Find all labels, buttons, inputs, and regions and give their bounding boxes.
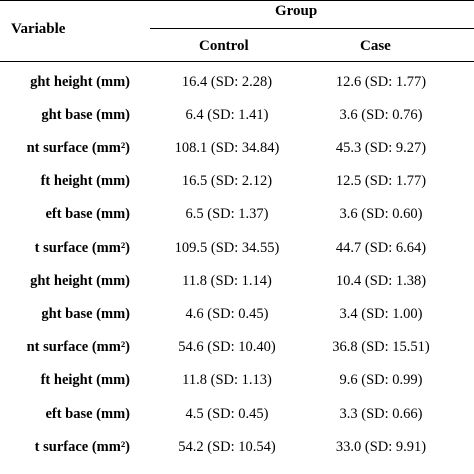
table-row: nt surface (mm²) 54.6 (SD: 10.40) 36.8 (SD… (0, 331, 474, 364)
table-row: ft height (mm) 11.8 (SD: 1.13) 9.6 (SD: 0.… (0, 364, 474, 397)
header-group: Group (275, 3, 318, 19)
row-variable-label: ght base (mm) (41, 106, 130, 123)
row-variable-label: ft height (mm) (40, 172, 130, 189)
table-row: ght height (mm) 16.4 (SD: 2.28) 12.6 (SD: … (0, 65, 474, 98)
row-case-value: 10.4 (SD: 1.38) (335, 272, 427, 289)
row-variable-label: ft height (mm) (40, 372, 130, 389)
header-bottom-rule (0, 61, 474, 62)
table-row: eft base (mm) 6.5 (SD: 1.37) 3.6 (SD: 0.60… (0, 198, 474, 231)
header-variable: Variable (11, 21, 66, 37)
row-variable-label: t surface (mm²) (34, 239, 130, 256)
table-row: eft base (mm) 4.5 (SD: 0.45) 3.3 (SD: 0.66… (0, 397, 474, 430)
table-row: t surface (mm²) 54.2 (SD: 10.54) 33.0 (SD:… (0, 430, 474, 463)
table-row: ght height (mm) 11.8 (SD: 1.14) 10.4 (SD: … (0, 264, 474, 297)
row-control-value: 11.8 (SD: 1.14) (182, 272, 272, 289)
row-control-value: 6.4 (SD: 1.41) (185, 106, 269, 123)
row-control-value: 4.5 (SD: 0.45) (185, 405, 269, 422)
row-control-value: 16.4 (SD: 2.28) (181, 73, 273, 90)
row-case-value: 36.8 (SD: 15.51) (332, 338, 430, 355)
table-top-rule (0, 0, 474, 1)
row-variable-label: ght height (mm) (30, 73, 130, 90)
table-row: ght base (mm) 6.4 (SD: 1.41) 3.6 (SD: 0.76… (0, 98, 474, 131)
table-row: nt surface (mm²) 108.1 (SD: 34.84) 45.3 (S… (0, 131, 474, 164)
row-variable-label: nt surface (mm²) (26, 338, 130, 355)
row-case-value: 12.6 (SD: 1.77) (335, 73, 427, 90)
row-control-value: 11.8 (SD: 1.13) (182, 372, 272, 389)
table-row: ght base (mm) 4.6 (SD: 0.45) 3.4 (SD: 1.00… (0, 297, 474, 330)
table-row: ft height (mm) 16.5 (SD: 2.12) 12.5 (SD: 1… (0, 165, 474, 198)
row-case-value: 44.7 (SD: 6.64) (335, 239, 427, 256)
row-variable-label: ght height (mm) (30, 272, 130, 289)
row-variable-label: ght base (mm) (41, 305, 130, 322)
row-control-value: 54.6 (SD: 10.40) (178, 338, 276, 355)
row-control-value: 6.5 (SD: 1.37) (185, 206, 269, 223)
row-case-value: 3.6 (SD: 0.76) (339, 106, 423, 123)
row-variable-label: t surface (mm²) (34, 438, 130, 455)
row-case-value: 33.0 (SD: 9.91) (335, 438, 427, 455)
row-case-value: 3.6 (SD: 0.60) (339, 206, 423, 223)
row-control-value: 108.1 (SD: 34.84) (174, 139, 280, 156)
row-variable-label: eft base (mm) (45, 405, 130, 422)
header-control: Control (199, 38, 249, 54)
row-control-value: 4.6 (SD: 0.45) (185, 305, 269, 322)
row-control-value: 54.2 (SD: 10.54) (178, 438, 276, 455)
row-variable-label: eft base (mm) (45, 206, 130, 223)
table-row: t surface (mm²) 109.5 (SD: 34.55) 44.7 (SD… (0, 231, 474, 264)
row-control-value: 109.5 (SD: 34.55) (174, 239, 280, 256)
row-case-value: 9.6 (SD: 0.99) (339, 372, 423, 389)
row-variable-label: nt surface (mm²) (26, 139, 130, 156)
header-case: Case (360, 38, 391, 54)
group-underline (150, 28, 474, 29)
row-case-value: 3.4 (SD: 1.00) (339, 305, 423, 322)
row-control-value: 16.5 (SD: 2.12) (181, 172, 273, 189)
row-case-value: 3.3 (SD: 0.66) (339, 405, 423, 422)
row-case-value: 12.5 (SD: 1.77) (335, 172, 427, 189)
row-case-value: 45.3 (SD: 9.27) (335, 139, 427, 156)
